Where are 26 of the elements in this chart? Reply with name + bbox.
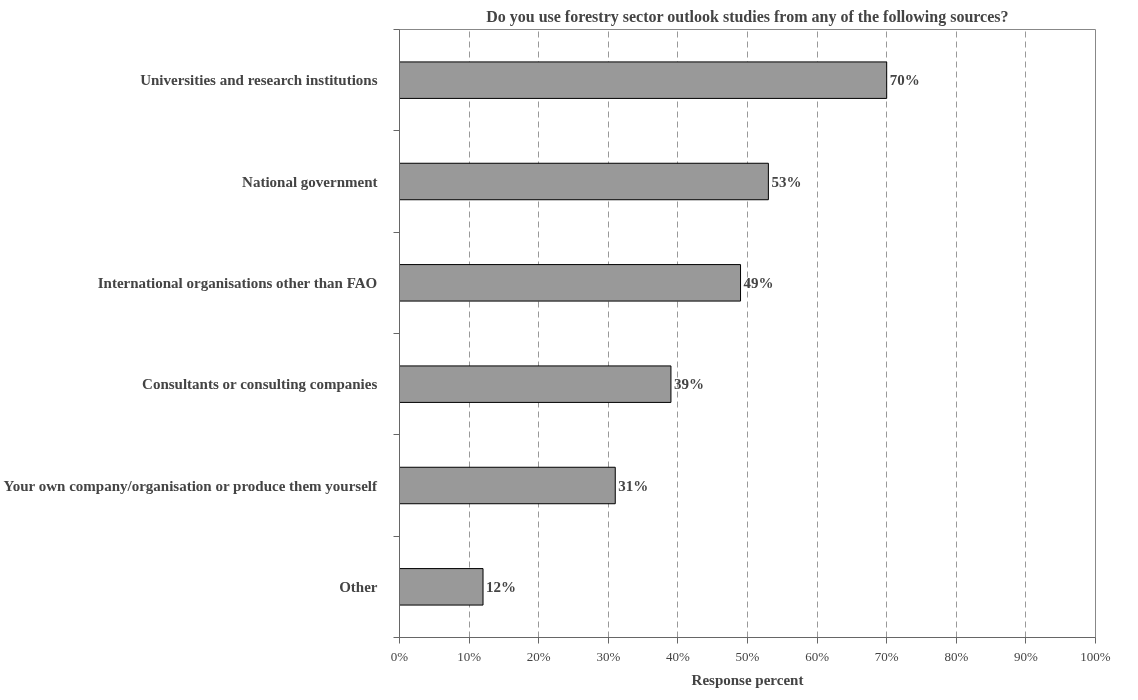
x-tick-label: 30% [596,648,621,664]
x-tick-label: 70% [874,648,899,664]
x-tick-label: 90% [1013,648,1038,664]
data-label: 31% [618,477,649,494]
x-tick-label: 80% [944,648,969,664]
x-tick-label: 60% [805,648,830,664]
data-label: 39% [673,376,704,393]
x-tick-label: 20% [526,648,551,664]
y-tick-label: National government [242,173,378,190]
chart-title: Do you use forestry sector outlook studies from any of the following sources? [486,7,1009,26]
y-tick-label: Consultants or consulting companies [142,376,378,393]
data-label: 53% [771,173,802,190]
data-label: 12% [486,578,517,595]
x-axis-title: Response percent [691,671,804,688]
y-tick-label: Your own company/organisation or produce them yourself [3,477,378,494]
x-tick-label: 0% [390,648,409,664]
x-tick-label: 40% [665,648,690,664]
y-tick-label: Universities and research institutions [140,72,378,89]
y-tick-label: International organisations other than FAO [97,274,378,291]
bar [399,61,888,99]
y-tick-label: Other [339,578,378,595]
x-tick-label: 10% [457,648,482,664]
x-tick-label: 100% [1080,648,1111,664]
x-tick-label: 50% [735,648,760,664]
data-label: 49% [743,274,774,291]
data-label: 70% [889,72,920,89]
